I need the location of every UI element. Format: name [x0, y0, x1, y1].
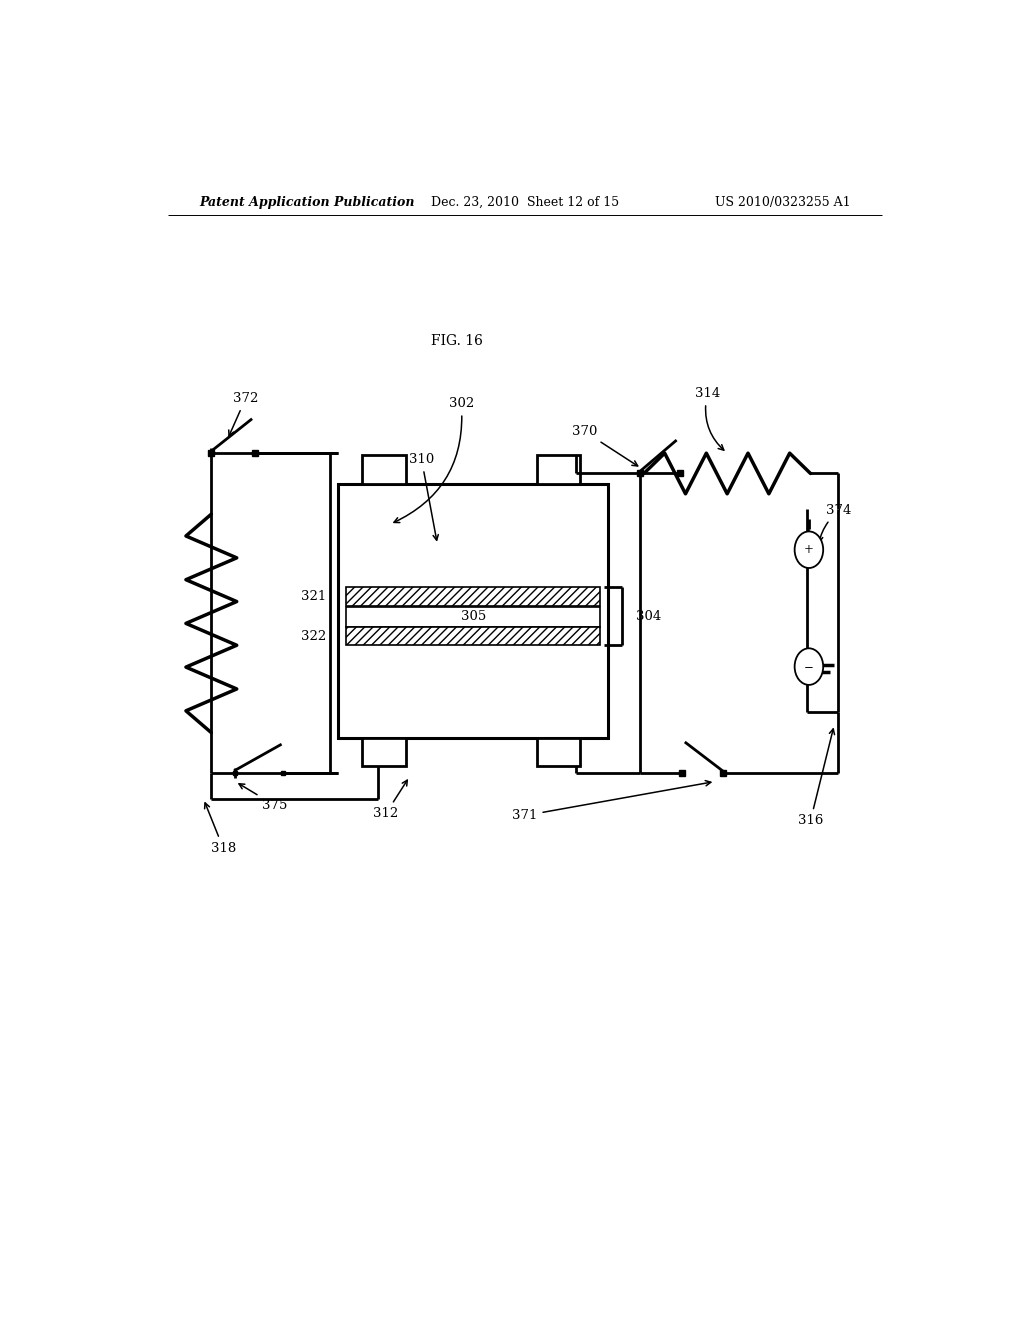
Text: FIG. 16: FIG. 16 [431, 334, 483, 348]
Text: US 2010/0323255 A1: US 2010/0323255 A1 [715, 195, 850, 209]
Text: 312: 312 [374, 780, 408, 820]
Text: −: − [804, 660, 814, 673]
Text: Patent Application Publication: Patent Application Publication [200, 195, 415, 209]
Text: Dec. 23, 2010  Sheet 12 of 15: Dec. 23, 2010 Sheet 12 of 15 [431, 195, 618, 209]
Bar [537, 455, 581, 483]
Text: 371: 371 [512, 780, 711, 822]
Bar [346, 627, 600, 645]
Bar [362, 455, 406, 483]
Text: 372: 372 [228, 392, 258, 436]
Bar [537, 738, 581, 766]
Text: 310: 310 [409, 453, 438, 540]
Bar [346, 607, 600, 627]
Text: +: + [804, 544, 814, 556]
Text: 304: 304 [636, 610, 662, 623]
Text: 322: 322 [301, 630, 327, 643]
Text: 305: 305 [461, 610, 485, 623]
Bar [346, 587, 600, 606]
Circle shape [795, 648, 823, 685]
Bar [338, 483, 608, 738]
Circle shape [795, 532, 823, 568]
Text: 314: 314 [694, 387, 724, 450]
Text: 316: 316 [798, 729, 835, 828]
Text: 302: 302 [394, 397, 474, 523]
Text: 374: 374 [817, 504, 852, 543]
Bar [362, 738, 406, 766]
Text: 375: 375 [239, 784, 288, 812]
Text: 318: 318 [205, 803, 236, 854]
Text: 321: 321 [301, 590, 327, 603]
Text: 370: 370 [571, 425, 638, 466]
